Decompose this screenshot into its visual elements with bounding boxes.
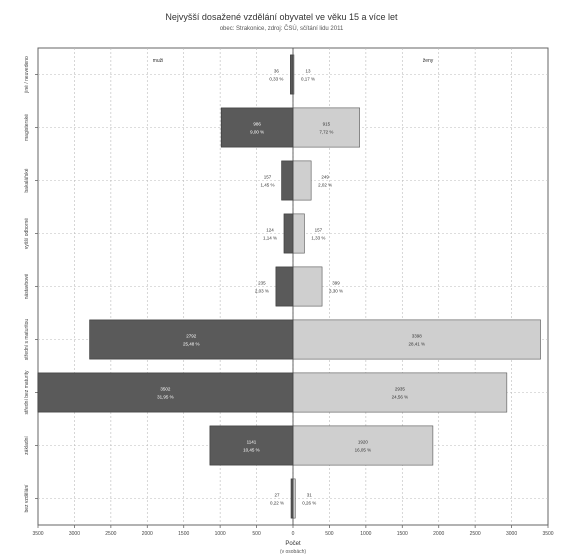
x-tick-label: 1000 (360, 531, 371, 537)
data-label-zeny-count: 2935 (395, 387, 406, 392)
data-label-muzi-pct: 10,45 % (243, 448, 260, 453)
data-label-muzi-count: 27 (275, 493, 281, 498)
data-label-muzi-count: 36 (274, 69, 280, 74)
data-label-zeny-count: 157 (315, 228, 323, 233)
x-tick-label: 2000 (433, 531, 444, 537)
chart-subtitle: obec: Strakonice, zdroj: ČSÚ, sčítání li… (219, 26, 344, 32)
bar-muzi (275, 266, 294, 307)
data-label-muzi-pct: 9,00 % (250, 130, 264, 135)
x-tick-label: 500 (252, 531, 261, 537)
x-tick-label: 3500 (32, 531, 43, 537)
data-label-zeny-count: 31 (307, 493, 313, 498)
bar-muzi (89, 319, 294, 360)
bar-zeny (292, 266, 323, 307)
y-tick-label: základní (24, 436, 30, 455)
bar-zeny (292, 372, 508, 413)
x-tick-label: 1500 (397, 531, 408, 537)
x-axis-label: Počet (285, 541, 301, 547)
data-label-muzi-count: 235 (258, 281, 266, 286)
bar-muzi (209, 425, 294, 466)
data-label-muzi-count: 1141 (247, 440, 257, 445)
data-label-zeny-count: 13 (305, 69, 311, 74)
data-label-zeny-pct: 0,17 % (301, 77, 315, 82)
y-tick-label: střední s maturitou (24, 319, 30, 361)
data-label-muzi-pct: 25,48 % (183, 342, 200, 347)
x-tick-label: 2500 (105, 531, 116, 537)
x-tick-label: 0 (292, 531, 295, 537)
data-label-muzi-pct: 2,03 % (255, 289, 269, 294)
x-tick-label: 1000 (215, 531, 226, 537)
data-label-muzi-count: 3502 (160, 387, 171, 392)
legend-zeny: ženy (423, 58, 434, 64)
data-label-zeny-count: 399 (332, 281, 340, 286)
legend-muzi: muži (153, 58, 164, 64)
bar-muzi (281, 160, 294, 201)
bar-zeny (292, 107, 360, 148)
bar-zeny (292, 160, 312, 201)
y-tick-label: magisterské (24, 114, 30, 141)
x-tick-label: 2000 (142, 531, 153, 537)
data-label-zeny-pct: 16,05 % (355, 448, 372, 453)
data-label-muzi-pct: 1,45 % (261, 183, 275, 188)
chart-title: Nejvyšší dosažené vzdělání obyvatel ve v… (165, 12, 398, 22)
data-label-zeny-pct: 3,30 % (329, 289, 343, 294)
bar-zeny (292, 213, 305, 254)
data-label-zeny-pct: 28,41 % (409, 342, 426, 347)
y-tick-label: nástavbové (24, 273, 30, 299)
y-tick-label: jiné / neuvedeno (24, 56, 30, 94)
data-label-zeny-count: 915 (323, 122, 331, 127)
x-tick-label: 3000 (69, 531, 80, 537)
y-tick-label: bakalářské (24, 168, 30, 192)
x-tick-label: 3500 (542, 531, 553, 537)
y-tick-label: vyšší odborné (24, 218, 30, 249)
y-tick-label: bez vzdělání (24, 484, 30, 513)
data-label-muzi-pct: 1,14 % (263, 236, 277, 241)
bar-muzi (37, 372, 294, 413)
data-label-muzi-pct: 0,22 % (270, 501, 284, 506)
bar-zeny (292, 319, 541, 360)
x-tick-label: 3000 (506, 531, 517, 537)
x-axis-sublabel: (v osobách) (280, 549, 306, 555)
bar-muzi (283, 213, 294, 254)
data-label-zeny-count: 3398 (412, 334, 423, 339)
data-label-zeny-count: 1920 (358, 440, 369, 445)
data-label-zeny-pct: 2,02 % (318, 183, 332, 188)
data-label-muzi-count: 157 (264, 175, 272, 180)
x-tick-label: 500 (325, 531, 334, 537)
data-label-zeny-pct: 1,33 % (311, 236, 325, 241)
data-label-muzi-count: 986 (253, 122, 261, 127)
bar-zeny (292, 425, 434, 466)
data-label-muzi-pct: 31,95 % (157, 395, 174, 400)
data-label-zeny-pct: 7,72 % (319, 130, 333, 135)
data-label-zeny-count: 249 (321, 175, 329, 180)
y-tick-label: střední bez maturity (24, 370, 30, 414)
bar-muzi (220, 107, 294, 148)
x-tick-label: 1500 (178, 531, 189, 537)
data-label-muzi-pct: 0,33 % (269, 77, 283, 82)
data-label-muzi-count: 2792 (186, 334, 197, 339)
data-label-zeny-pct: 0,26 % (302, 501, 316, 506)
x-tick-label: 2500 (470, 531, 481, 537)
data-label-zeny-pct: 24,56 % (392, 395, 409, 400)
data-label-muzi-count: 124 (266, 228, 274, 233)
